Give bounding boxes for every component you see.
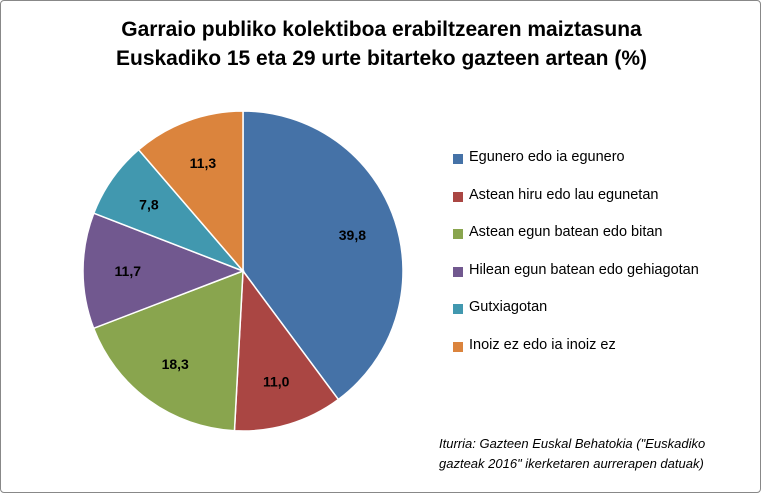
legend-label: Gutxiagotan bbox=[469, 299, 548, 315]
legend-item: Gutxiagotan bbox=[453, 299, 699, 337]
legend-swatch bbox=[453, 341, 463, 352]
data-label: 11,0 bbox=[263, 373, 290, 389]
chart-title-line-1: Garraio publiko kolektiboa erabiltzearen… bbox=[121, 18, 642, 41]
source-note: Iturria: Gazteen Euskal Behatokia ("Eusk… bbox=[439, 434, 739, 474]
legend-label: Astean egun batean edo bitan bbox=[469, 224, 663, 240]
legend-item: Astean egun batean edo bitan bbox=[453, 224, 699, 262]
legend-label: Hilean egun batean edo gehiagotan bbox=[469, 261, 699, 278]
legend-item: Hilean egun batean edo gehiagotan bbox=[453, 262, 699, 300]
legend-item: Inoiz ez edo ia inoiz ez bbox=[453, 337, 699, 375]
pie-slice bbox=[137, 110, 244, 274]
pie-slice bbox=[242, 110, 404, 401]
chart-title-line-2: Euskadiko 15 eta 29 urte bitarteko gazte… bbox=[115, 47, 648, 70]
pie-slice bbox=[82, 212, 246, 330]
legend-swatch bbox=[453, 229, 463, 239]
legend-label: Inoiz ez edo ia inoiz ez bbox=[469, 336, 616, 353]
pie-slice bbox=[233, 268, 340, 432]
legend-item: Egunero edo ia egunero bbox=[453, 149, 699, 187]
legend-swatch bbox=[453, 304, 463, 314]
data-label: 7,8 bbox=[139, 197, 159, 213]
legend-swatch bbox=[453, 266, 463, 277]
pie-slice bbox=[92, 269, 244, 432]
data-label: 11,7 bbox=[115, 263, 142, 279]
source-line-1: Iturria: Gazteen Euskal Behatokia ("Eusk… bbox=[439, 436, 706, 451]
data-label: 18,3 bbox=[162, 356, 189, 372]
chart-title: Garraio publiko kolektiboa erabiltzearen… bbox=[1, 15, 761, 73]
legend-label: Astean hiru edo lau egunetan bbox=[469, 186, 659, 203]
data-label: 11,3 bbox=[190, 155, 217, 171]
data-label: 39,8 bbox=[339, 227, 366, 243]
legend: Egunero edo ia egunero Astean hiru edo la… bbox=[453, 149, 699, 374]
legend-item: Astean hiru edo lau egunetan bbox=[453, 187, 699, 225]
source-line-2: gazteak 2016" ikerketaren aurrerapen dat… bbox=[439, 456, 704, 471]
legend-swatch bbox=[453, 191, 463, 202]
legend-swatch bbox=[453, 154, 463, 164]
legend-label: Egunero edo ia egunero bbox=[469, 149, 625, 165]
